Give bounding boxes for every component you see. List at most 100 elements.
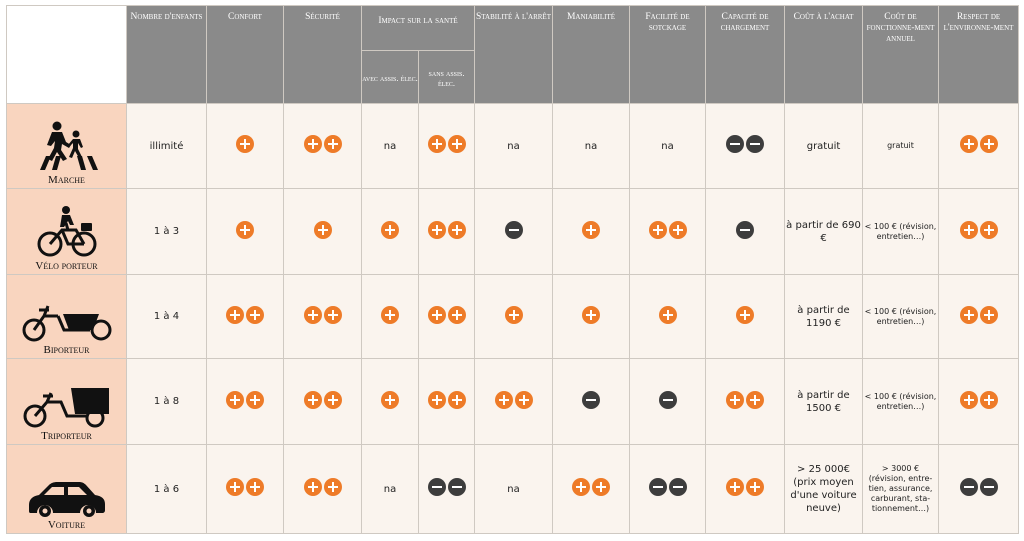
cell-stockage [629,358,706,445]
biporteur-icon [7,302,126,342]
rating-badges [427,390,466,409]
rating-badges [494,390,533,409]
rating-badges [959,220,998,239]
row-label: Voiture [47,519,86,531]
rating-badges [427,135,466,153]
cell-cout_achat: > 25 000€ (prix moyen d'une voiture neuv… [784,444,863,534]
plus-icon [746,478,764,496]
minus-icon [746,135,764,153]
header-sans-assistance: sans assis. élec. [418,50,475,104]
header-avec-assistance: avec assis. élec. [361,50,419,104]
plus-icon [447,220,466,239]
rating-badges [959,478,998,496]
row-label: Triporteur [41,430,92,442]
cell-text: > 25 000€ (prix moyen d'une voiture neuv… [790,464,857,514]
header-cout-fonctionnement: Coût de fonctionne-ment annuel [862,5,939,104]
plus-icon [582,305,600,324]
rating-badges [226,390,264,409]
cell-enfants: 1 à 3 [126,188,207,275]
rating-badges [381,305,399,324]
minus-icon [726,135,744,153]
header-nombre-enfants: Nombre d'enfants [126,5,207,104]
rating-badges [648,478,687,496]
cell-text: na [383,483,397,495]
plus-icon [668,220,687,239]
cell-capacite [705,274,785,359]
rating-badges [313,220,332,239]
minus-icon [447,478,466,496]
cell-text: à partir de 1190 € [797,304,850,329]
minus-icon [648,478,667,496]
cell-enfants: 1 à 6 [126,444,207,534]
cell-text: 1 à 4 [153,311,180,322]
rating-badges [959,135,998,153]
plus-icon [323,478,342,496]
cell-capacite [705,358,785,445]
cell-text: na [661,140,674,152]
cell-stabilite [474,358,553,445]
table-row: Vélo porteur 1 à 3 à partir de 690 € < 100 … [6,188,1019,275]
minus-icon [658,390,677,409]
cell-stabilite [474,188,553,275]
plus-icon [236,135,254,153]
plus-icon [736,305,754,324]
minus-icon [427,478,446,496]
cell-securite [283,444,362,534]
plus-icon [323,135,342,153]
plus-icon [323,305,342,324]
header-stockage: Facilité de sotckage [629,5,706,104]
cell-cout_fonct: < 100 € (révision, entretien…) [862,274,939,359]
rating-badges [303,135,342,153]
row-label: Marche [48,174,85,186]
rating-badges [381,390,399,409]
cell-cout_achat: gratuit [784,103,863,189]
cell-maniabilite [552,358,630,445]
rating-badges [427,220,466,239]
plus-icon [381,305,399,324]
rating-badges [504,305,523,324]
cell-text: na [507,483,520,495]
row-header-3: Triporteur [6,358,127,445]
cell-avec [361,274,419,359]
cell-sans [418,103,475,189]
table-row: Triporteur 1 à 8 à partir de 1500 € < 100 €… [6,358,1019,445]
cell-securite [283,274,362,359]
rating-badges [959,390,998,409]
cell-stabilite [474,274,553,359]
rating-badges [726,478,764,496]
plus-icon [427,135,446,153]
plus-icon [246,305,264,324]
cell-text: 1 à 8 [153,396,180,407]
plus-icon [648,220,667,239]
plus-icon [514,390,533,409]
plus-icon [246,478,264,496]
cell-cout_fonct: gratuit [862,103,939,189]
cell-maniabilite [552,444,630,534]
cell-sans [418,444,475,534]
plus-icon [979,305,998,324]
rating-badges [726,135,764,153]
plus-icon [447,135,466,153]
plus-icon [959,220,978,239]
table-row: Marche illimité na na na na gratuit gratuit [6,103,1019,189]
cell-text: gratuit [887,141,914,150]
cell-text: 1 à 6 [153,483,180,495]
cell-capacite [705,188,785,275]
rating-badges [236,135,254,153]
cell-securite [283,103,362,189]
plus-icon [658,305,677,324]
table-row: Biporteur 1 à 4 à partir de 1190 € < 100 € … [6,274,1019,359]
cell-maniabilite [552,188,630,275]
plus-icon [427,390,446,409]
cell-stabilite: na [474,103,553,189]
header-securite: Sécurité [283,5,362,104]
cell-cout_achat: à partir de 1190 € [784,274,863,359]
cell-text: < 100 € (révision, entretien…) [864,221,937,241]
cell-maniabilite [552,274,630,359]
pedestrian-crossing-icon [7,120,126,172]
cell-confort [206,103,284,189]
cell-securite [283,358,362,445]
header-cout-achat: Coût à l'achat [784,5,863,104]
cell-stockage [629,444,706,534]
row-header-1: Vélo porteur [6,188,127,275]
